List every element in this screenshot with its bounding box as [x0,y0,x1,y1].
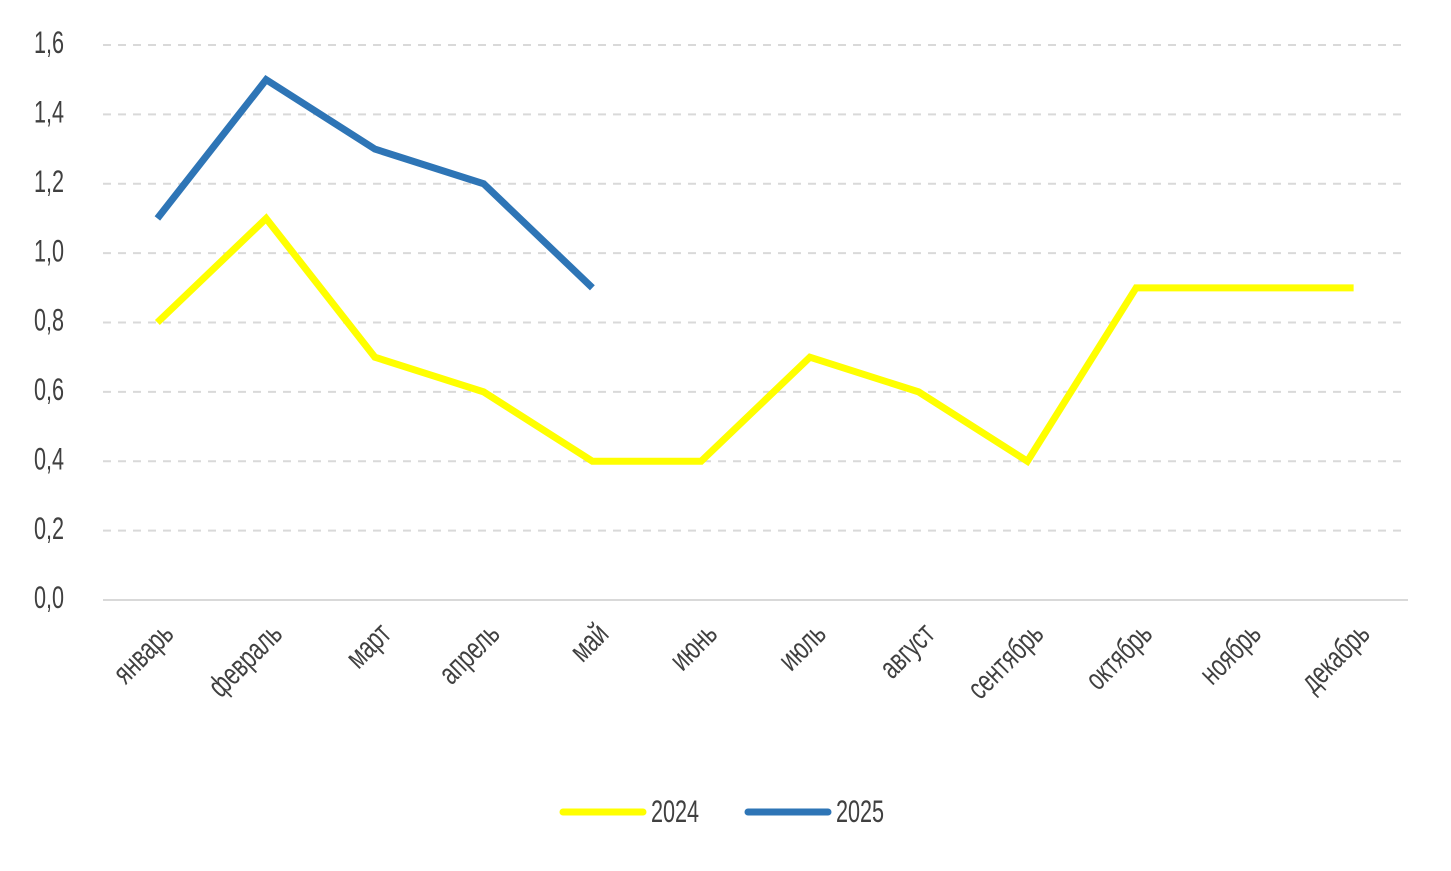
x-tick-label: декабрь [1294,616,1377,699]
x-tick-label: ноябрь [1193,616,1268,691]
y-tick-label: 1,6 [34,25,64,60]
y-tick-label: 0,0 [34,580,64,615]
x-tick-label: январь [106,616,180,690]
series-line [154,75,595,291]
series-line [154,213,1354,467]
x-tick-label: август [872,616,941,685]
y-tick-label: 0,4 [34,442,64,477]
x-tick-label: октябрь [1078,616,1158,696]
y-tick-label: 1,4 [34,95,64,130]
x-tick-label: июнь [663,616,724,677]
y-tick-label: 0,2 [34,511,64,546]
x-tick-label: апрель [432,616,507,691]
x-tick-label: июль [771,616,832,677]
y-tick-label: 0,6 [34,372,64,407]
legend-label: 2025 [836,794,884,829]
x-tick-label: май [563,616,615,668]
x-tick-label: февраль [201,616,289,704]
y-tick-label: 0,8 [34,303,64,338]
legend-label: 2024 [651,794,699,829]
x-tick-label: сентябрь [960,616,1050,706]
x-tick-label: март [339,616,398,675]
y-tick-label: 1,2 [34,164,64,199]
y-tick-label: 1,0 [34,233,64,268]
